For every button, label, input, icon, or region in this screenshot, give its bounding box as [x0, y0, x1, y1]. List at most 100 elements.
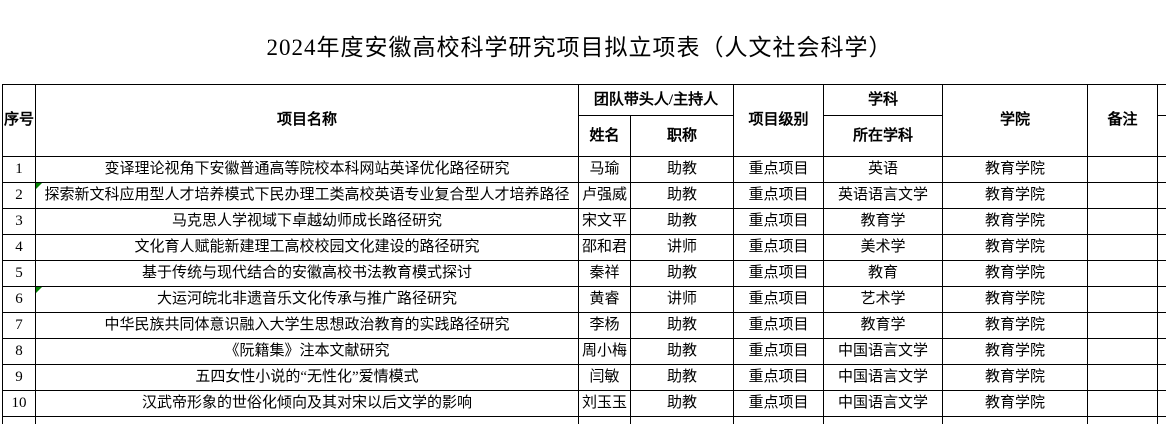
- cell-project-name[interactable]: 探索新文科应用型人才培养模式下民办理工类高校英语专业复合型人才培养路径: [35, 182, 579, 209]
- cell-index[interactable]: 7: [2, 312, 36, 339]
- cell-index[interactable]: 10: [2, 390, 36, 417]
- header-leader-name[interactable]: 姓名: [578, 115, 631, 157]
- cell-discipline[interactable]: 教育学: [823, 312, 944, 339]
- cell-discipline[interactable]: 教育: [823, 260, 944, 287]
- cell-project-name[interactable]: 大运河皖北非遗音乐文化传承与推广路径研究: [35, 286, 579, 313]
- cell-remark[interactable]: [1087, 390, 1159, 417]
- cell-leader-name-text: 李杨: [589, 317, 620, 334]
- cell-leader-name[interactable]: 马瑜: [578, 156, 631, 183]
- cell-discipline[interactable]: 英语: [823, 156, 944, 183]
- cell-college[interactable]: 教育学院: [942, 286, 1089, 313]
- cell-remark[interactable]: [1087, 208, 1159, 235]
- cell-discipline[interactable]: 中国语言文学: [823, 390, 944, 417]
- cell-leader-name[interactable]: 卢强威: [578, 182, 631, 209]
- cell-job-title[interactable]: 助教: [629, 312, 735, 339]
- cell-college[interactable]: 教育学院: [942, 364, 1089, 391]
- header-index[interactable]: 序号: [2, 84, 36, 157]
- cell-project-name[interactable]: 变译理论视角下安徽普通高等院校本科网站英译优化路径研究: [35, 156, 579, 183]
- header-discipline[interactable]: 学科: [823, 84, 944, 116]
- cell-college[interactable]: 教育学院: [942, 156, 1089, 183]
- cell-college[interactable]: 教育学院: [942, 338, 1089, 365]
- cell-college[interactable]: [942, 416, 1089, 424]
- cell-discipline[interactable]: 艺术学: [823, 286, 944, 313]
- cell-project-level[interactable]: 重点项目: [733, 286, 825, 313]
- header-college[interactable]: 学院: [942, 84, 1089, 157]
- cell-project-name[interactable]: 汉武帝形象的世俗化倾向及其对宋以后文学的影响: [35, 390, 579, 417]
- cell-college[interactable]: 教育学院: [942, 260, 1089, 287]
- cell-leader-name[interactable]: 李杨: [578, 312, 631, 339]
- header-job-title[interactable]: 职称: [629, 115, 735, 157]
- cell-job-title[interactable]: 助教: [629, 390, 735, 417]
- cell-index[interactable]: 2: [2, 182, 36, 209]
- cell-job-title[interactable]: 助教: [629, 364, 735, 391]
- cell-discipline[interactable]: 中国语言文学: [823, 338, 944, 365]
- cell-discipline[interactable]: 教育学: [823, 208, 944, 235]
- cell-leader-name[interactable]: [578, 416, 631, 424]
- header-remarks[interactable]: 备注: [1087, 84, 1159, 157]
- cell-project-level[interactable]: 重点项目: [733, 338, 825, 365]
- cell-index[interactable]: 9: [2, 364, 36, 391]
- cell-job-title[interactable]: 助教: [629, 338, 735, 365]
- cell-discipline[interactable]: [823, 416, 944, 424]
- cell-project-level[interactable]: 重点项目: [733, 234, 825, 261]
- cell-project-level[interactable]: 重点项目: [733, 260, 825, 287]
- cell-leader-name[interactable]: 闫敏: [578, 364, 631, 391]
- cell-college[interactable]: 教育学院: [942, 312, 1089, 339]
- cell-remark[interactable]: [1087, 338, 1159, 365]
- cell-project-name-text: 探索新文科应用型人才培养模式下民办理工类高校英语专业复合型人才培养路径: [44, 187, 570, 204]
- cell-remark[interactable]: [1087, 156, 1159, 183]
- cell-project-level[interactable]: 重点项目: [733, 390, 825, 417]
- cell-job-title[interactable]: 讲师: [629, 286, 735, 313]
- cell-job-title[interactable]: 助教: [629, 208, 735, 235]
- cell-index[interactable]: 3: [2, 208, 36, 235]
- cell-job-title[interactable]: 助教: [629, 260, 735, 287]
- cell-college[interactable]: 教育学院: [942, 390, 1089, 417]
- cell-project-name[interactable]: 《阮籍集》注本文献研究: [35, 338, 579, 365]
- cell-project-level[interactable]: 重点项目: [733, 312, 825, 339]
- cell-index[interactable]: 8: [2, 338, 36, 365]
- cell-index[interactable]: 4: [2, 234, 36, 261]
- cell-project-name[interactable]: 文化育人赋能新建理工高校校园文化建设的路径研究: [35, 234, 579, 261]
- cell-project-level[interactable]: [733, 416, 825, 424]
- cell-college[interactable]: 教育学院: [942, 234, 1089, 261]
- cell-remark[interactable]: [1087, 234, 1159, 261]
- cell-discipline[interactable]: 中国语言文学: [823, 364, 944, 391]
- cell-job-title[interactable]: 助教: [629, 156, 735, 183]
- cell-discipline[interactable]: 美术学: [823, 234, 944, 261]
- cell-leader-name[interactable]: 刘玉玉: [578, 390, 631, 417]
- cell-remark[interactable]: [1087, 364, 1159, 391]
- cell-leader-name[interactable]: 邵和君: [578, 234, 631, 261]
- cell-leader-name[interactable]: 周小梅: [578, 338, 631, 365]
- cell-index[interactable]: [2, 416, 36, 424]
- cell-project-name[interactable]: 马克思人学视域下卓越幼师成长路径研究: [35, 208, 579, 235]
- cell-remark[interactable]: [1087, 286, 1159, 313]
- cell-job-title[interactable]: [629, 416, 735, 424]
- cell-leader-name[interactable]: 黄睿: [578, 286, 631, 313]
- cell-job-title[interactable]: 讲师: [629, 234, 735, 261]
- header-team-leader[interactable]: 团队带头人/主持人: [577, 84, 735, 116]
- cell-remark[interactable]: [1087, 260, 1159, 287]
- cell-college[interactable]: 教育学院: [942, 182, 1089, 209]
- cell-leader-name[interactable]: 宋文平: [578, 208, 631, 235]
- cell-project-level[interactable]: 重点项目: [733, 156, 825, 183]
- cell-project-name[interactable]: 中华民族共同体意识融入大学生思想政治教育的实践路径研究: [35, 312, 579, 339]
- cell-index[interactable]: 6: [2, 286, 36, 313]
- cell-project-name[interactable]: [35, 416, 579, 424]
- cell-project-name[interactable]: 基于传统与现代结合的安徽高校书法教育模式探讨: [35, 260, 579, 287]
- cell-project-level[interactable]: 重点项目: [733, 208, 825, 235]
- cell-job-title[interactable]: 助教: [629, 182, 735, 209]
- header-current-discipline[interactable]: 所在学科: [823, 115, 944, 157]
- cell-index[interactable]: 5: [2, 260, 36, 287]
- cell-remark[interactable]: [1087, 182, 1159, 209]
- cell-project-level[interactable]: 重点项目: [733, 182, 825, 209]
- cell-discipline[interactable]: 英语语言文学: [823, 182, 944, 209]
- cell-remark[interactable]: [1087, 312, 1159, 339]
- header-project-name[interactable]: 项目名称: [35, 84, 579, 157]
- cell-college[interactable]: 教育学院: [942, 208, 1089, 235]
- cell-remark[interactable]: [1087, 416, 1159, 424]
- cell-project-level[interactable]: 重点项目: [733, 364, 825, 391]
- cell-index[interactable]: 1: [2, 156, 36, 183]
- cell-leader-name[interactable]: 秦祥: [578, 260, 631, 287]
- cell-project-name[interactable]: 五四女性小说的“无性化”爱情模式: [35, 364, 579, 391]
- header-project-level[interactable]: 项目级别: [733, 84, 825, 157]
